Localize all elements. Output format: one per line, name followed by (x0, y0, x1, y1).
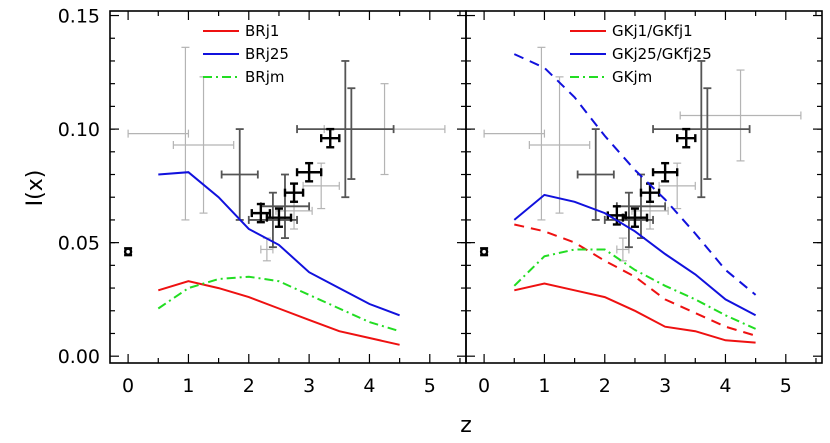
data-marker (479, 247, 489, 256)
error-bar-point (265, 207, 293, 228)
series-line (157, 275, 400, 333)
x-tick-label: 3 (659, 375, 671, 397)
error-bar-point (172, 76, 235, 214)
error-bar-point (679, 69, 802, 162)
y-tick-label: 0.05 (58, 233, 100, 255)
x-tick-label: 0 (478, 375, 490, 397)
x-tick-label: 0 (122, 375, 134, 397)
x-tick-label: 4 (363, 375, 375, 397)
series-line (158, 171, 400, 317)
error-bar-point (127, 129, 190, 138)
x-tick-label: 2 (243, 375, 255, 397)
series-line (158, 280, 400, 346)
y-axis-label: I(x) (23, 170, 48, 207)
x-tick-label: 5 (424, 375, 436, 397)
series-line (513, 53, 757, 296)
error-bar-point (603, 191, 654, 249)
left-panel: 0 1 2 3 4 5 0.00 0.05 0.10 0.15 BRj1 BRj25 BRjm (58, 6, 467, 397)
error-bar-point (247, 191, 298, 249)
error-bar-point (296, 60, 395, 199)
x-axis-label: z (460, 413, 472, 438)
series-line (514, 223, 756, 337)
x-tick-label: 1 (538, 375, 550, 397)
error-bar-point (295, 161, 323, 183)
legend-label: GKjm (612, 68, 652, 86)
error-bar-point (528, 76, 591, 214)
y-tick-label: 0.00 (58, 346, 100, 368)
error-bar-point (652, 60, 751, 199)
legend-label: GKj1/GKfj1 (612, 22, 693, 40)
error-bar-point (651, 161, 679, 183)
error-bar-point (181, 46, 190, 221)
error-bar-point (703, 87, 712, 180)
legend-label: GKj25/GKfj25 (612, 45, 712, 63)
error-bar-point (576, 128, 615, 221)
y-tick-label: 0.15 (58, 6, 100, 28)
right-panel: 0 1 2 3 4 5 GKj1/GKfj1 GKj25/GKfj25 GKjm (465, 10, 823, 397)
x-tick-label: 5 (780, 375, 792, 397)
x-tick-label: 3 (303, 375, 315, 397)
legend-label: BRj25 (245, 45, 289, 63)
x-tick-label: 2 (599, 375, 611, 397)
error-bar-point (220, 128, 259, 221)
x-tick-label: 1 (182, 375, 194, 397)
error-bar-point (483, 129, 546, 138)
error-bar-point (479, 247, 489, 257)
x-tick-label: 4 (719, 375, 731, 397)
error-bar-point (123, 247, 133, 257)
error-bar-point (675, 127, 697, 149)
series-line (513, 193, 757, 317)
error-bar-point (537, 46, 546, 221)
error-bar-point (347, 87, 356, 180)
plot-frame (465, 10, 823, 364)
data-marker (123, 247, 133, 256)
series-line (514, 282, 756, 344)
error-bar-point (259, 173, 311, 239)
legend-label: BRjm (245, 68, 285, 86)
error-bar-point (319, 127, 341, 149)
error-bar-point (639, 182, 661, 203)
error-bar-point (283, 182, 305, 203)
series-line (513, 248, 757, 330)
y-tick-label: 0.10 (58, 119, 100, 141)
legend-label: BRj1 (245, 22, 279, 40)
error-bar-point (621, 207, 649, 228)
error-bar-point (250, 202, 272, 224)
